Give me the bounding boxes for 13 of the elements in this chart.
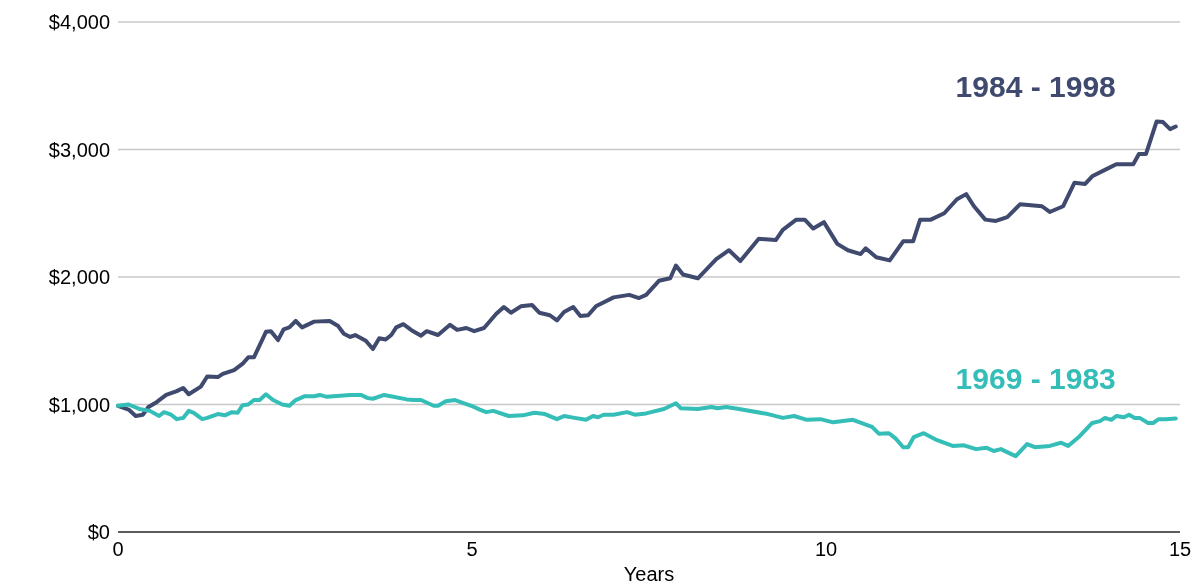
x-tick-label: 10 <box>814 538 838 560</box>
y-tick-label: $3,000 <box>48 138 110 161</box>
x-tick-label: 5 <box>466 538 478 560</box>
line-series <box>116 392 1178 459</box>
x-tick-label: 0 <box>112 538 124 560</box>
y-tick-label: $2,000 <box>48 266 110 288</box>
y-tick-label: $1,000 <box>48 393 110 416</box>
y-tick-label: $4,000 <box>48 11 110 33</box>
series-label: 1969 - 1983 <box>955 361 1116 395</box>
x-tick-label: 15 <box>1168 538 1192 560</box>
x-axis-title: Years <box>623 563 675 585</box>
series-label: 1984 - 1998 <box>955 69 1116 103</box>
y-tick-label: $0 <box>87 521 110 543</box>
